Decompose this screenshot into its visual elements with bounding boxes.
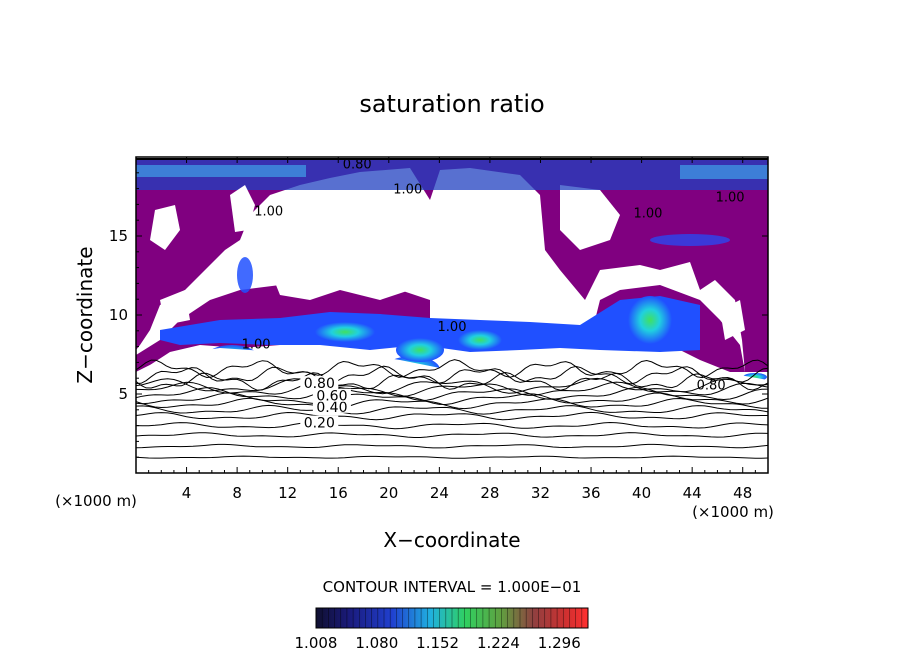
chart-title: saturation ratio	[359, 90, 544, 118]
colorbar-label: 1.224	[477, 634, 520, 652]
x-tick-label: 4	[182, 484, 192, 502]
contour-label: 1.00	[254, 205, 283, 220]
white-wisp	[150, 205, 180, 250]
top-cyan-band-right	[680, 165, 768, 179]
white-gap-right	[560, 185, 620, 250]
contour-line	[136, 421, 768, 430]
contour-level-label: 0.40	[316, 400, 347, 416]
y-tick-label: 15	[109, 227, 128, 245]
cloud-blob	[458, 330, 502, 350]
y-tick-label: 5	[118, 385, 128, 403]
x-tick-label: 8	[232, 484, 242, 502]
x-tick-label: 40	[632, 484, 651, 502]
x-tick-label: 16	[329, 484, 348, 502]
contour-line	[136, 404, 768, 415]
plot-area: 0.200.400.600.80 0.801.001.001.001.001.00…	[136, 157, 768, 473]
contour-line	[136, 432, 768, 438]
colorbar-label: 1.008	[295, 634, 338, 652]
white-wisp	[160, 290, 190, 325]
contour-label-bg	[300, 376, 339, 390]
contour-interval-text: CONTOUR INTERVAL = 1.000E−01	[323, 578, 582, 596]
colorbar-label: 1.296	[538, 634, 581, 652]
colorbar-label: 1.152	[416, 634, 459, 652]
contour-line	[136, 411, 768, 421]
contour-label-bg	[312, 388, 351, 402]
cloud-blob	[628, 296, 672, 344]
colorbar-label: 1.080	[355, 634, 398, 652]
y-axis-ticks: 5 10 15	[109, 172, 768, 458]
white-wisps	[150, 185, 745, 340]
contour-label: 0.80	[697, 379, 726, 394]
cloud-blob	[396, 338, 444, 362]
x-axis-unit-right: (×1000 m)	[692, 503, 774, 521]
x-tick-label: 48	[733, 484, 752, 502]
x-tick-label: 12	[278, 484, 297, 502]
contour-line	[136, 455, 768, 459]
contour-line	[136, 443, 768, 449]
x-axis-ticks: 4 8 12 16 20 24 28 32 36 40 44 48	[148, 157, 756, 502]
x-tick-label: 36	[581, 484, 600, 502]
y-axis-label: Z−coordinate	[73, 246, 97, 383]
contour-line	[136, 371, 768, 391]
x-axis-unit-left: (×1000 m)	[55, 492, 137, 510]
colorbar-frame	[315, 607, 589, 629]
cloud-blob	[315, 322, 375, 342]
y-tick-label: 10	[109, 306, 128, 324]
contour-label: 0.80	[343, 157, 372, 172]
x-tick-label: 32	[531, 484, 550, 502]
white-lower-layer	[136, 380, 768, 473]
contour-label: 1.00	[393, 183, 422, 198]
contour-lines	[136, 359, 768, 459]
x-tick-label: 28	[480, 484, 499, 502]
colorbar-ticks	[315, 608, 589, 628]
contour-line	[136, 365, 768, 385]
contour-line	[136, 381, 768, 397]
contour-label: 1.00	[633, 206, 662, 221]
colorbar: 1.008 1.080 1.152 1.224 1.296	[295, 607, 589, 652]
contour-line	[136, 386, 768, 401]
contour-line	[136, 377, 768, 395]
contour-label: 1.00	[438, 320, 467, 335]
contour-label: 1.00	[716, 191, 745, 206]
contour-line	[136, 359, 768, 379]
x-axis-label: X−coordinate	[383, 528, 520, 552]
cloud-blob	[650, 234, 730, 246]
contour-line	[136, 397, 768, 410]
x-tick-label: 20	[379, 484, 398, 502]
contour-level-label: 0.60	[316, 389, 347, 405]
top-cyan-band	[136, 165, 306, 177]
colorbar-labels: 1.008 1.080 1.152 1.224 1.296	[295, 634, 581, 652]
mid-cloud-band	[160, 296, 700, 352]
cloud-blob	[237, 257, 253, 293]
contour-level-label: 0.20	[304, 416, 335, 432]
contour-label-bg	[300, 415, 339, 429]
white-gap-center	[270, 185, 540, 300]
x-tick-label: 24	[430, 484, 449, 502]
x-tick-label: 44	[683, 484, 702, 502]
contour-labels: 0.200.400.600.80 0.801.001.001.001.001.00…	[242, 157, 745, 431]
contour-level-label: 0.80	[304, 376, 335, 392]
contour-label-bg	[312, 399, 351, 413]
white-wisp	[720, 300, 745, 340]
contour-label: 1.00	[242, 337, 271, 352]
white-wisp	[230, 185, 255, 232]
